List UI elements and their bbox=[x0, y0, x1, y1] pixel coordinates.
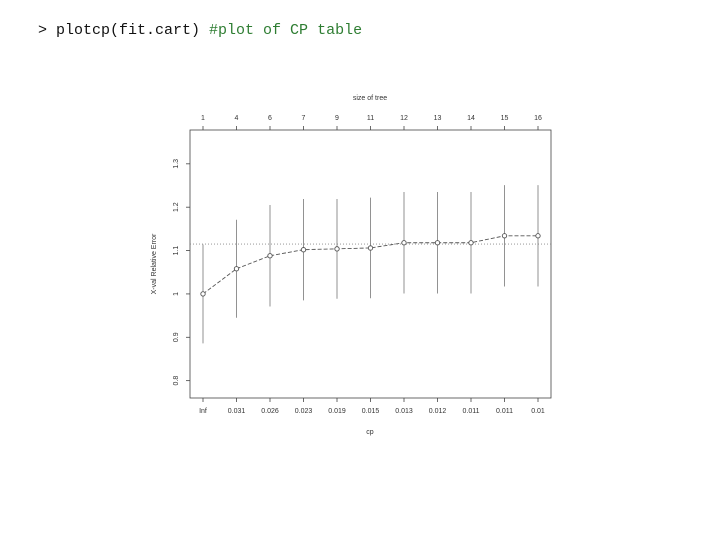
top-tick-label: 1 bbox=[201, 115, 205, 122]
x-tick-label: 0.011 bbox=[463, 408, 480, 415]
top-tick-label: 7 bbox=[302, 115, 306, 122]
x-tick-label: 0.01 bbox=[531, 408, 545, 415]
code-line: > plotcp(fit.cart) #plot of CP table bbox=[38, 22, 362, 39]
top-axis-title: size of tree bbox=[353, 95, 387, 102]
point bbox=[334, 246, 340, 252]
y-tick-label: 0.9 bbox=[173, 332, 180, 342]
x-tick-label: 0.012 bbox=[429, 408, 447, 415]
top-tick-label: 9 bbox=[335, 115, 339, 122]
point bbox=[501, 233, 508, 239]
line bbox=[202, 235, 538, 295]
x-tick-label: 0.031 bbox=[228, 408, 246, 415]
point bbox=[267, 253, 273, 259]
point bbox=[300, 247, 307, 253]
y-tick-label: 1.2 bbox=[173, 202, 180, 212]
y-tick-label: 1.3 bbox=[173, 159, 180, 169]
x-tick-label: 0.019 bbox=[328, 408, 346, 415]
point bbox=[468, 240, 474, 246]
top-tick-label: 6 bbox=[268, 115, 272, 122]
point bbox=[434, 240, 441, 246]
x-tick-label: Inf bbox=[199, 408, 207, 415]
code-command: > plotcp(fit.cart) bbox=[38, 22, 201, 39]
point bbox=[401, 240, 407, 246]
x-tick-label: 0.013 bbox=[395, 408, 413, 415]
point bbox=[367, 245, 374, 251]
x-axis-title: cp bbox=[366, 429, 374, 436]
x-tick-label: 0.011 bbox=[496, 408, 513, 415]
top-tick-label: 11 bbox=[367, 115, 374, 122]
x-tick-label: 0.015 bbox=[362, 408, 380, 415]
top-tick-label: 4 bbox=[235, 115, 239, 122]
x-tick-label: 0.026 bbox=[261, 408, 279, 415]
top-tick-label: 13 bbox=[434, 115, 442, 122]
y-tick-label: 0.8 bbox=[173, 376, 180, 386]
point bbox=[200, 291, 206, 297]
top-tick-label: 12 bbox=[400, 115, 408, 122]
y-tick-label: 1.1 bbox=[173, 246, 180, 256]
y-axis-title: X-val Relative Error bbox=[151, 233, 158, 294]
top-tick-label: 15 bbox=[501, 115, 509, 122]
top-tick-label: 14 bbox=[467, 115, 475, 122]
point bbox=[535, 233, 541, 239]
x-tick-label: 0.023 bbox=[295, 408, 313, 415]
top-tick-label: 16 bbox=[534, 115, 542, 122]
code-comment: #plot of CP table bbox=[209, 22, 363, 39]
y-tick-label: 1 bbox=[173, 292, 180, 296]
point bbox=[233, 266, 240, 272]
